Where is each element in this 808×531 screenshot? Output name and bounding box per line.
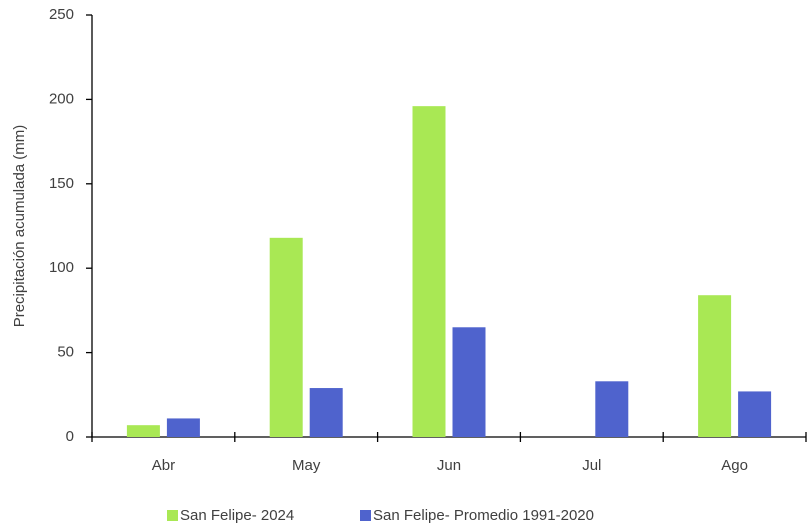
bar — [412, 106, 446, 437]
x-tick-label: Ago — [721, 457, 748, 474]
legend-label: San Felipe- Promedio 1991-2020 — [373, 507, 594, 524]
y-tick-label: 250 — [49, 6, 74, 23]
y-tick-label: 100 — [49, 259, 74, 276]
x-tick-label: Abr — [152, 457, 175, 474]
legend-label: San Felipe- 2024 — [180, 507, 294, 524]
bar — [738, 391, 772, 437]
bar — [452, 327, 486, 437]
x-tick-label: Jun — [437, 457, 461, 474]
bar — [595, 381, 629, 437]
y-tick-label: 150 — [49, 175, 74, 192]
x-tick-label: Jul — [582, 457, 601, 474]
bar — [166, 418, 200, 437]
bar — [698, 295, 732, 437]
y-tick-label: 200 — [49, 90, 74, 107]
bar — [269, 237, 303, 437]
legend-swatch — [167, 510, 178, 521]
legend-swatch — [360, 510, 371, 521]
y-axis-label: Precipitación acumulada (mm) — [11, 125, 28, 328]
y-tick-label: 0 — [66, 428, 74, 445]
bar — [126, 425, 160, 437]
y-tick-label: 50 — [57, 344, 74, 361]
x-tick-label: May — [292, 457, 321, 474]
bar — [309, 388, 343, 437]
